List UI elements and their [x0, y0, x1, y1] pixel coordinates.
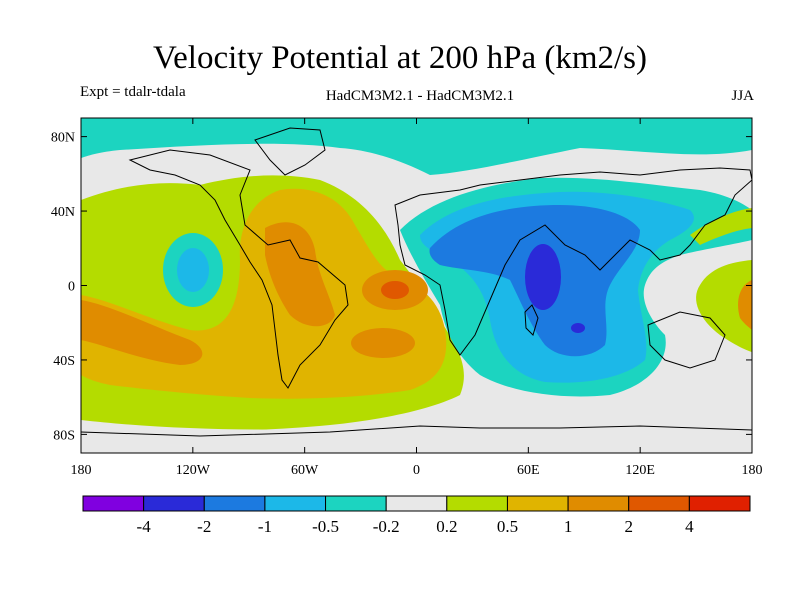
colorbar-label: 0.5: [497, 517, 518, 536]
colorbar-swatch: [203, 495, 266, 512]
colorbar-label: -0.5: [312, 517, 339, 536]
eurasia-africa-coastline: [394, 167, 752, 356]
longitude-ticks: 180 120W 60W 0 60E 120E 180: [71, 118, 763, 478]
y-tick-label: 80N: [51, 131, 75, 146]
west-pacific-positive: [696, 260, 752, 352]
americas-dark-orange: [265, 222, 335, 327]
americas-coastline: [128, 149, 349, 389]
velocity-potential-field: [81, 118, 752, 453]
season-label: JJA: [731, 88, 754, 104]
colorbar-label: -2: [197, 517, 211, 536]
y-tick-label: 40S: [53, 354, 75, 369]
colorbar-swatch: [82, 495, 145, 512]
x-tick-label: 180: [71, 463, 92, 478]
colorbar-swatch: [567, 495, 630, 512]
colorbar-swatch: [628, 495, 690, 512]
x-tick-label: 120E: [625, 463, 655, 478]
x-tick-label: 60W: [291, 463, 319, 478]
colorbar-label: -0.2: [373, 517, 400, 536]
experiment-label: Expt = tdalr-tdala: [80, 84, 186, 100]
colorbar-swatch: [506, 495, 569, 512]
colorbar-swatch: [688, 495, 751, 512]
antarctic-neutral: [81, 412, 752, 453]
x-tick-label: 0: [413, 463, 420, 478]
colorbar-swatch: [325, 495, 387, 512]
colorbar-label: 4: [685, 517, 694, 536]
atlantic-red-core: [381, 281, 409, 299]
colorbar-label: -1: [258, 517, 272, 536]
colorbar-swatch: [264, 495, 327, 512]
colorbar-label: 1: [564, 517, 573, 536]
x-tick-label: 60E: [517, 463, 540, 478]
y-tick-label: 40N: [51, 205, 75, 220]
colorbar-label: 2: [624, 517, 633, 536]
x-tick-label: 180: [742, 463, 763, 478]
colorbar-label: 0.2: [436, 517, 457, 536]
madagascar-coastline: [524, 304, 539, 336]
antarctica-coastline: [81, 425, 752, 437]
x-tick-label: 120W: [176, 463, 211, 478]
chart-title: Velocity Potential at 200 hPa (km2/s): [152, 40, 648, 76]
model-label: HadCM3M2.1 - HadCM3M2.1: [325, 88, 515, 104]
australia-coastline: [647, 311, 726, 369]
colorbar-swatch: [385, 495, 448, 512]
coastlines: [81, 127, 752, 437]
greenland-coastline: [254, 127, 326, 176]
y-tick-label: 80S: [53, 428, 75, 443]
colorbar-label: -4: [137, 517, 152, 536]
y-tick-label: 0: [68, 280, 75, 295]
colorbar-swatch: [143, 495, 205, 512]
arctic-cyan-band: [81, 118, 752, 175]
indian-ocean-min: [525, 244, 561, 310]
pacific-dark-orange: [81, 300, 203, 365]
latitude-ticks: 80N 40N 0 40S 80S: [51, 131, 752, 443]
colorbar: -4 -2 -1 -0.5 -0.2 0.2 0.5 1 2 4: [82, 495, 751, 536]
south-atlantic-dark-orange: [351, 328, 415, 358]
colorbar-swatch: [446, 495, 508, 512]
